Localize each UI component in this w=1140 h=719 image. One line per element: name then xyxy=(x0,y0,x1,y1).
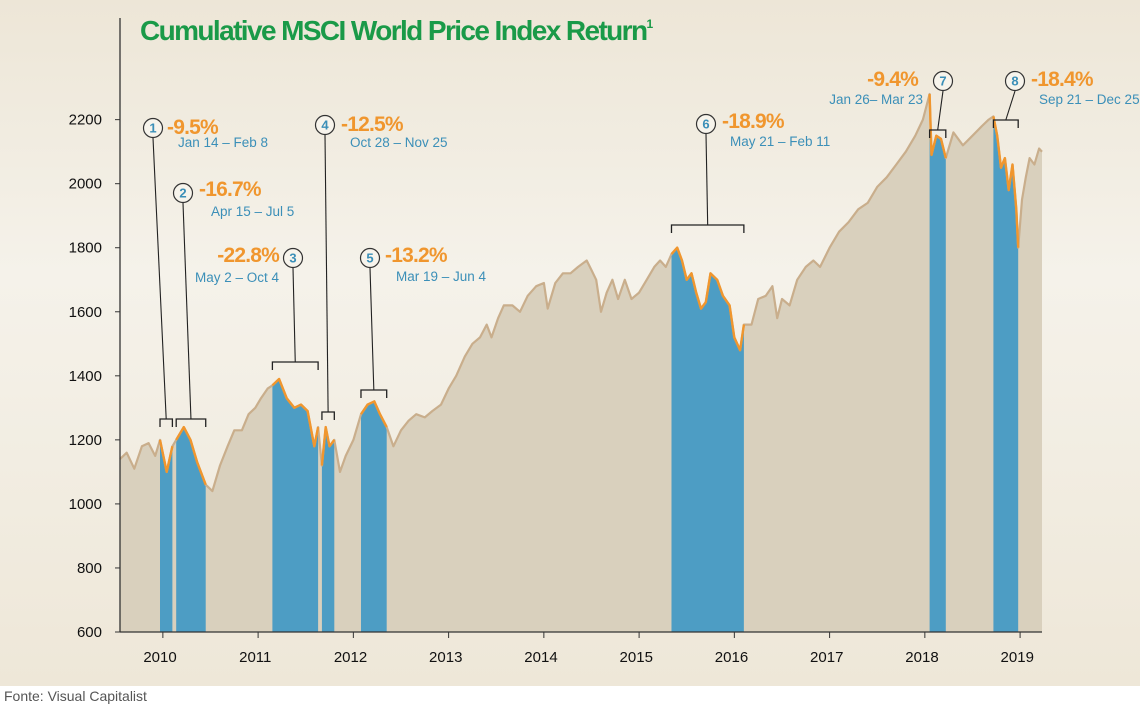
correction-dates: Apr 15 – Jul 5 xyxy=(211,204,294,219)
correction-dates: Oct 28 – Nov 25 xyxy=(350,135,448,150)
index-area xyxy=(120,94,1042,632)
x-tick-label: 2017 xyxy=(810,649,843,666)
correction-dates: Jan 26– Mar 23 xyxy=(829,92,923,107)
marker-number: 2 xyxy=(179,186,186,201)
x-tick-label: 2016 xyxy=(715,649,748,666)
chart-area: Cumulative MSCI World Price Index Return… xyxy=(0,0,1140,686)
leader-line xyxy=(182,202,192,420)
y-tick-label: 1000 xyxy=(69,496,102,513)
msci-world-chart: Cumulative MSCI World Price Index Return… xyxy=(0,0,1140,686)
correction-8-fill xyxy=(993,116,1019,632)
correction-percent: -13.2% xyxy=(385,244,448,267)
correction-4-annotation: 4 -12.5%Oct 28 – Nov 25 xyxy=(314,113,448,420)
y-tick-label: 1600 xyxy=(69,304,102,321)
chart-title: Cumulative MSCI World Price Index Return… xyxy=(140,15,653,46)
correction-5-line xyxy=(360,400,388,428)
correction-percent: -18.9% xyxy=(722,110,785,133)
correction-percent: -9.5% xyxy=(167,116,219,139)
x-tick-label: 2010 xyxy=(143,649,176,666)
marker-circle xyxy=(314,114,336,136)
correction-dates: Jan 14 – Feb 8 xyxy=(178,135,268,150)
y-tick-label: 2200 xyxy=(69,112,102,129)
y-tick-label: 1800 xyxy=(69,240,102,257)
x-tick-label: 2013 xyxy=(429,649,462,666)
y-tick-label: 1400 xyxy=(69,368,102,385)
leader-line xyxy=(1005,90,1016,121)
marker-number: 7 xyxy=(939,74,946,89)
x-tick-label: 2019 xyxy=(1001,649,1034,666)
correction-percent: -18.4% xyxy=(1031,68,1094,91)
bracket xyxy=(670,224,745,233)
correction-1-line xyxy=(158,439,174,474)
leader-line xyxy=(324,134,329,413)
leader-line xyxy=(292,267,296,363)
x-tick-label: 2012 xyxy=(334,649,367,666)
correction-7-annotation: 7 -9.4%Jan 26– Mar 23 xyxy=(829,68,954,138)
y-tick-label: 800 xyxy=(77,560,102,577)
x-tick-label: 2011 xyxy=(239,649,271,666)
marker-number: 1 xyxy=(149,121,156,136)
correction-6-line xyxy=(670,246,746,352)
correction-3-annotation: 3 -22.8% May 2 – Oct 4 xyxy=(195,244,319,370)
y-tick-label: 600 xyxy=(77,624,102,641)
correction-dates: Mar 19 – Jun 4 xyxy=(396,269,487,284)
correction-8-line xyxy=(992,116,1020,248)
marker-number: 4 xyxy=(321,118,329,133)
correction-percent: -9.4% xyxy=(867,68,919,91)
correction-2-annotation: 2 -16.7% Apr 15 – Jul 5 xyxy=(172,178,294,427)
correction-dates: May 21 – Feb 11 xyxy=(730,134,830,149)
marker-number: 8 xyxy=(1011,74,1018,89)
correction-5-fill xyxy=(360,401,387,632)
marker-number: 5 xyxy=(366,251,373,266)
marker-circle xyxy=(172,182,194,204)
leader-line xyxy=(152,137,167,420)
correction-1-annotation: 1 -9.5%Jan 14 – Feb 8 xyxy=(142,116,268,427)
marker-number: 6 xyxy=(702,117,709,132)
correction-1-fill xyxy=(160,439,173,632)
x-tick-label: 2015 xyxy=(620,649,653,666)
correction-7-fill xyxy=(929,94,946,632)
correction-percent: -12.5% xyxy=(341,113,404,136)
marker-circle xyxy=(932,70,954,92)
correction-percent: -16.7% xyxy=(199,178,262,201)
y-tick-label: 1200 xyxy=(69,432,102,449)
correction-6-annotation: 6 -18.9%May 21 – Feb 11 xyxy=(670,110,830,233)
correction-8-annotation: 8 -18.4%Sep 21 – Dec 25 xyxy=(992,68,1140,128)
correction-3-fill xyxy=(272,379,319,632)
x-tick-label: 2014 xyxy=(524,649,557,666)
marker-circle xyxy=(282,247,304,269)
marker-circle xyxy=(695,113,717,135)
correction-percent: -22.8% xyxy=(217,244,280,267)
marker-number: 3 xyxy=(289,251,296,266)
correction-6-fill xyxy=(671,247,744,632)
y-tick-label: 2000 xyxy=(69,176,102,193)
leader-line xyxy=(369,267,375,391)
correction-5-annotation: 5 -13.2% Mar 19 – Jun 4 xyxy=(359,244,487,398)
bracket xyxy=(321,411,335,420)
marker-circle xyxy=(359,247,381,269)
marker-circle xyxy=(1004,70,1026,92)
correction-dates: May 2 – Oct 4 xyxy=(195,270,280,285)
correction-2-line xyxy=(175,425,207,486)
x-tick-label: 2018 xyxy=(905,649,938,666)
correction-3-line xyxy=(271,377,320,448)
correction-4-line xyxy=(320,425,336,466)
bracket xyxy=(271,361,319,370)
correction-4-fill xyxy=(321,427,335,632)
marker-circle xyxy=(142,117,164,139)
leader-line xyxy=(937,90,944,131)
source-note: Fonte: Visual Capitalist xyxy=(4,688,147,704)
correction-dates: Sep 21 – Dec 25 xyxy=(1039,92,1140,107)
leader-line xyxy=(705,133,709,226)
correction-7-line xyxy=(928,93,947,159)
correction-2-fill xyxy=(176,427,206,632)
